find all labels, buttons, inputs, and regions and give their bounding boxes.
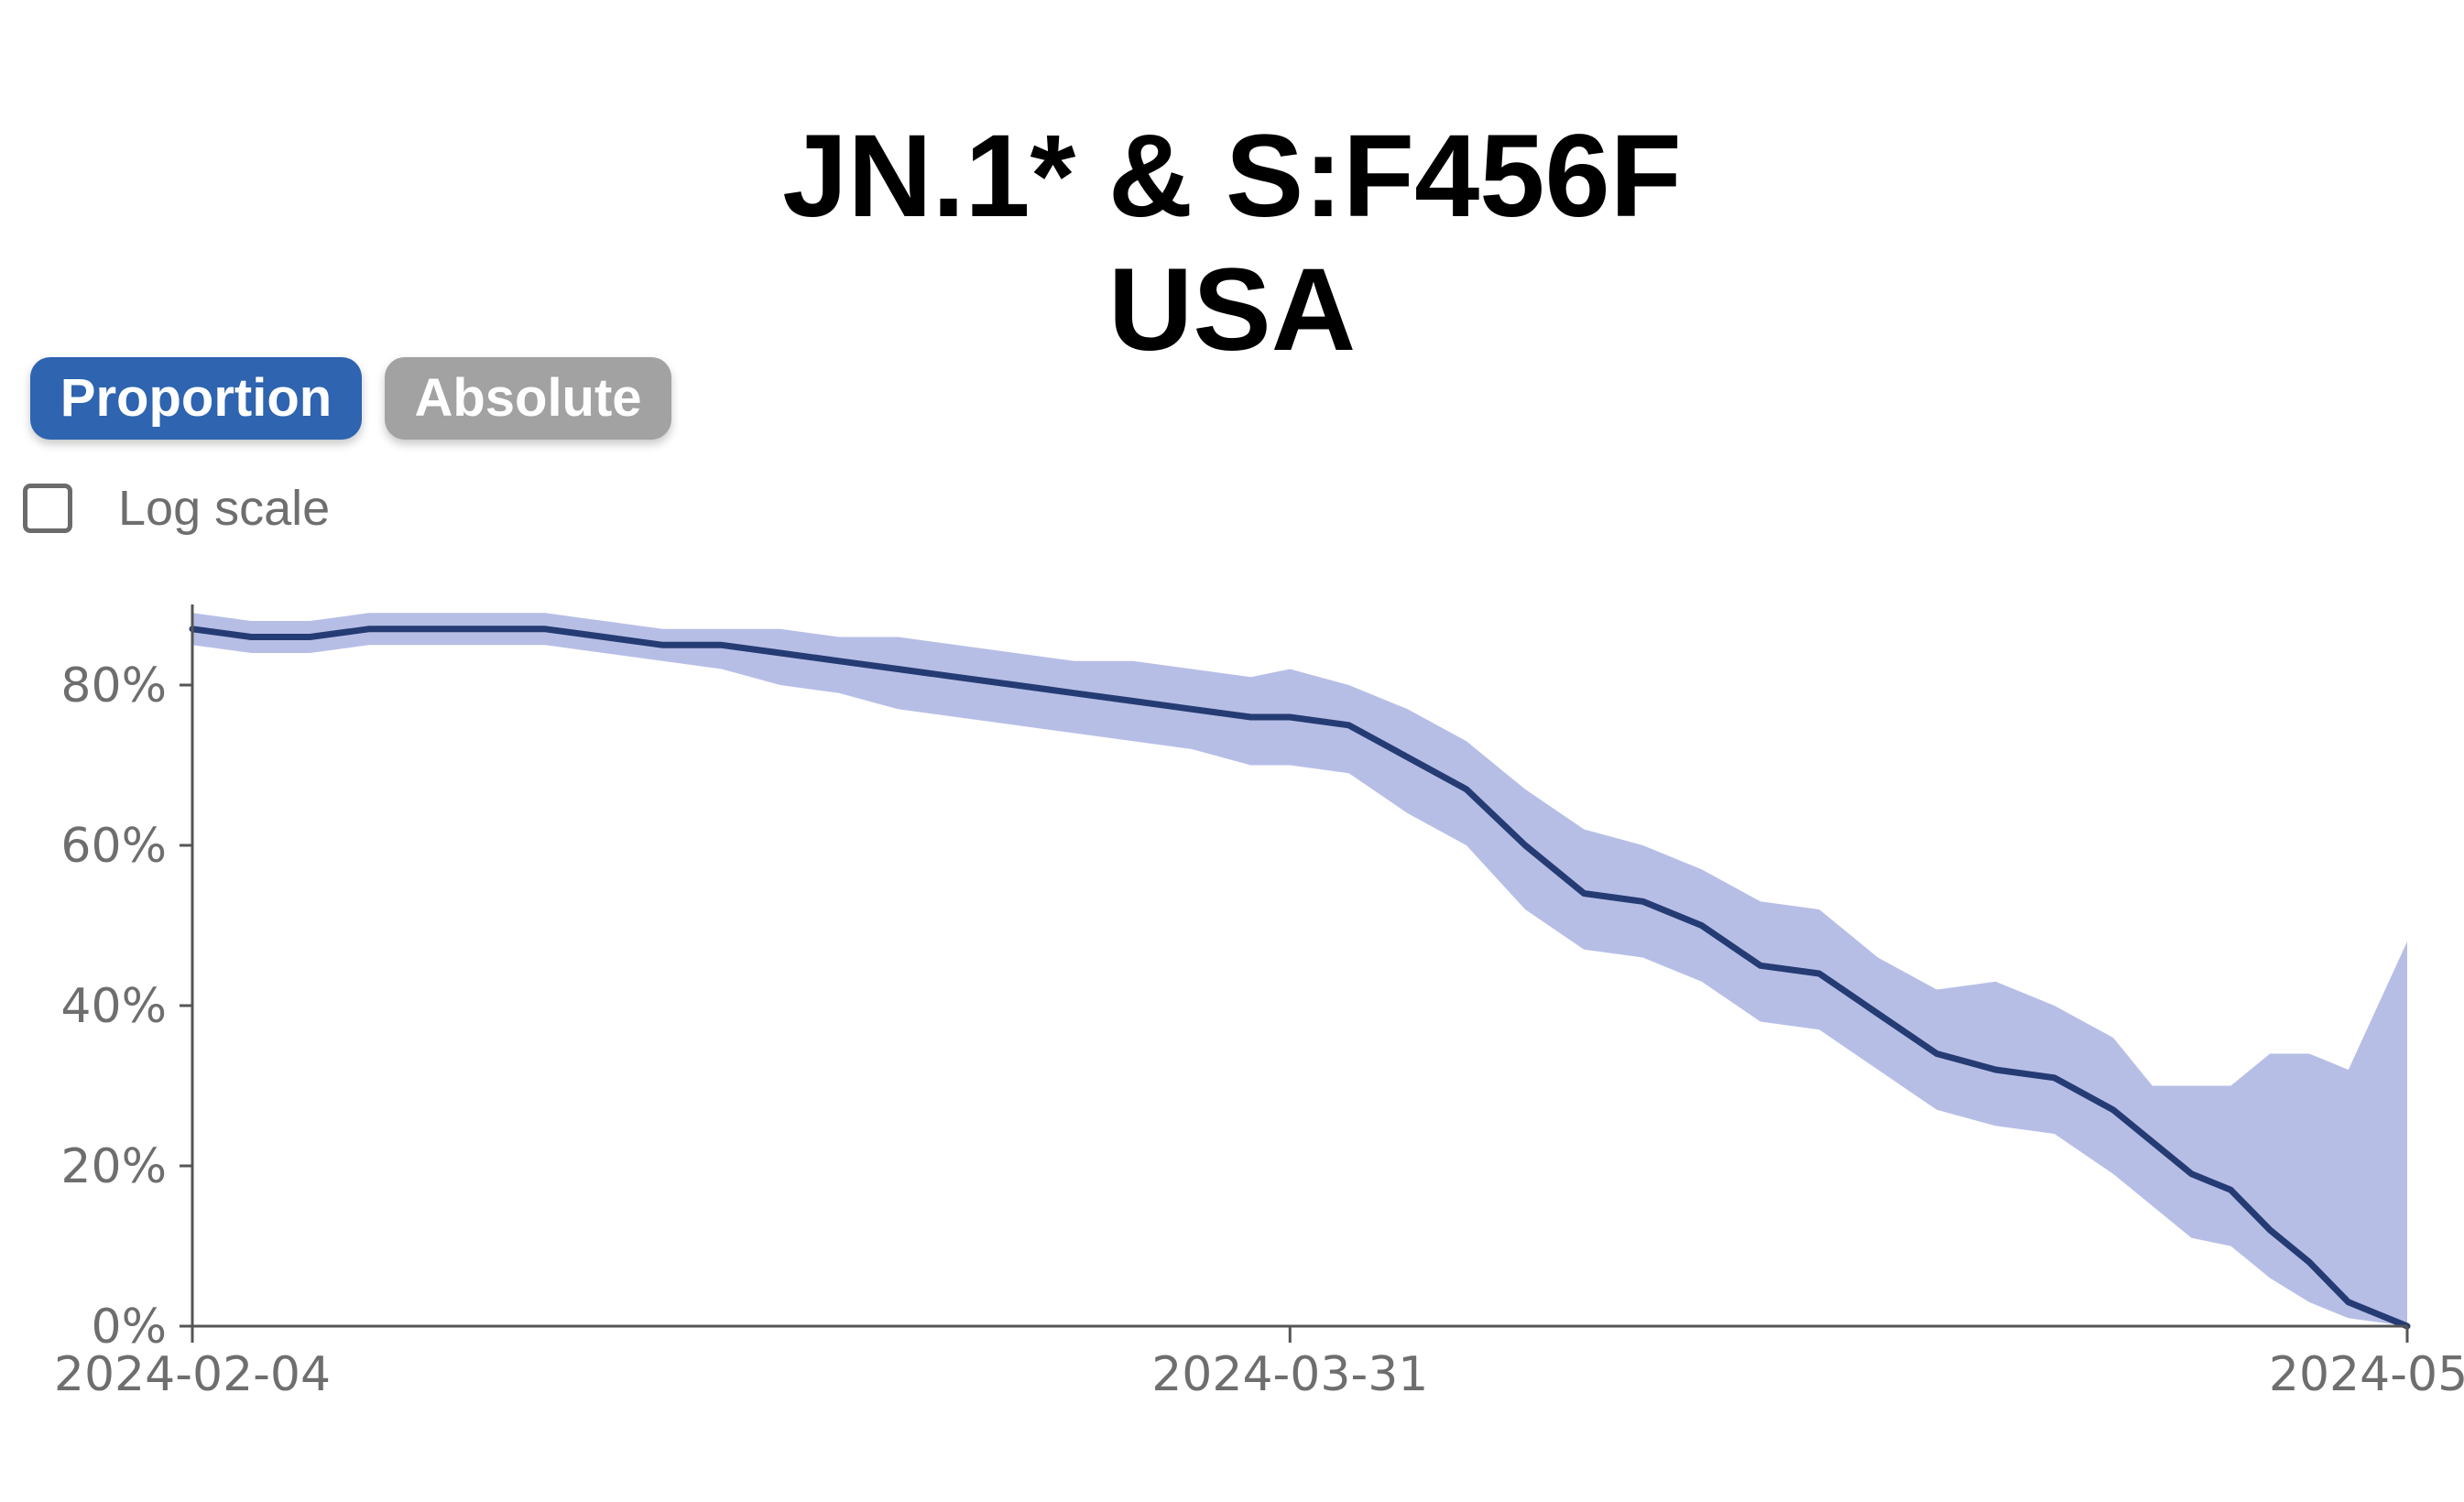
- log-scale-checkbox[interactable]: [23, 484, 72, 533]
- log-scale-toggle[interactable]: Log scale: [23, 476, 330, 540]
- y-tick-label: 40%: [60, 979, 167, 1034]
- confidence-band-layer: [192, 613, 2407, 1326]
- series-line: [189, 626, 2411, 1330]
- series-line-layer: [189, 626, 2411, 1330]
- title-line-2: USA: [1107, 245, 1357, 376]
- x-tick-label: 2024-02-04: [54, 1347, 331, 1402]
- absolute-button[interactable]: Absolute: [385, 357, 671, 440]
- proportion-button[interactable]: Proportion: [30, 357, 362, 440]
- x-ticks: 2024-02-04 2024-03-31 2024-05-27: [54, 1326, 2464, 1402]
- confidence-band: [192, 613, 2407, 1326]
- log-scale-label: Log scale: [118, 481, 331, 536]
- y-tick-label: 60%: [60, 819, 167, 874]
- chart-title: JN.1* & S:F456F USA: [0, 110, 2464, 377]
- x-tick-label: 2024-03-31: [1151, 1347, 1428, 1402]
- y-tick-label: 20%: [60, 1139, 167, 1194]
- title-line-1: JN.1* & S:F456F: [782, 111, 1682, 242]
- y-ticks: 0% 20% 40% 60% 80%: [60, 658, 192, 1355]
- y-tick-label: 80%: [60, 658, 167, 713]
- x-tick-label: 2024-05-27: [2269, 1347, 2464, 1402]
- y-tick-label: 0%: [92, 1300, 168, 1355]
- axes: [191, 604, 2407, 1328]
